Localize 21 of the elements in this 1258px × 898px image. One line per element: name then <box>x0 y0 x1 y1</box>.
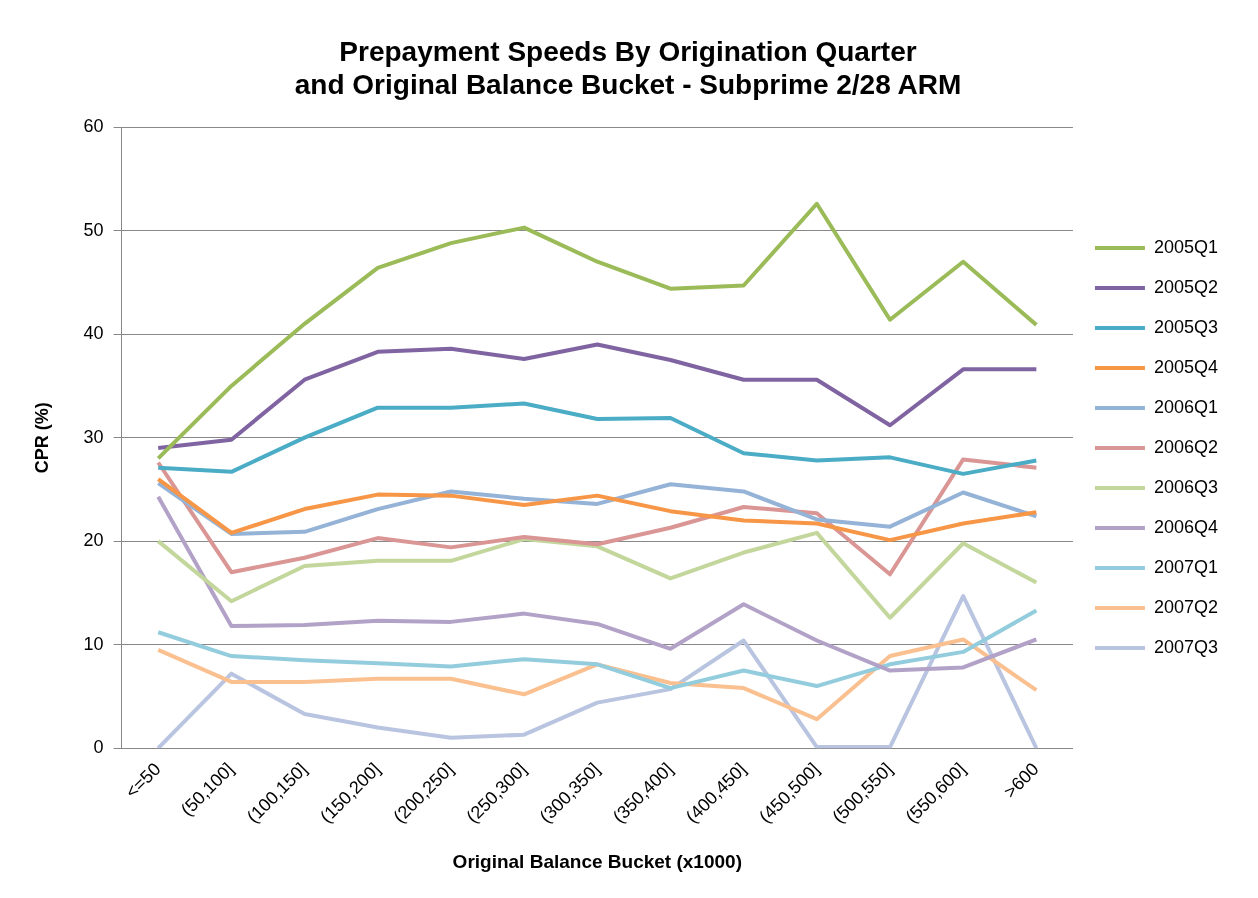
y-tick-label: 50 <box>83 219 104 240</box>
legend-label: 2005Q1 <box>1153 236 1219 257</box>
y-tick-label: 30 <box>83 426 104 447</box>
y-tick-label: 20 <box>83 530 104 551</box>
legend-label: 2006Q2 <box>1153 436 1219 457</box>
legend-label: 2005Q4 <box>1153 356 1219 377</box>
legend-label: 2005Q2 <box>1153 276 1219 297</box>
legend-label: 2006Q1 <box>1153 396 1219 417</box>
legend-label: 2006Q4 <box>1153 516 1219 537</box>
y-tick-label: 0 <box>93 737 104 758</box>
y-tick-label: 10 <box>83 633 104 654</box>
y-tick-label: 60 <box>83 116 104 137</box>
legend-label: 2007Q3 <box>1153 636 1219 657</box>
legend-label: 2005Q3 <box>1153 316 1219 337</box>
x-axis-title: Original Balance Bucket (x1000) <box>452 850 742 872</box>
legend-label: 2007Q1 <box>1153 556 1219 577</box>
y-axis-title: CPR (%) <box>31 402 52 474</box>
chart-title: Prepayment Speeds By Origination Quarter and Original Balance Bucket - Subprime 2/28 ARM <box>294 35 962 101</box>
legend-label: 2007Q2 <box>1153 596 1219 617</box>
y-tick-label: 40 <box>83 323 104 344</box>
legend-label: 2006Q3 <box>1153 476 1219 497</box>
